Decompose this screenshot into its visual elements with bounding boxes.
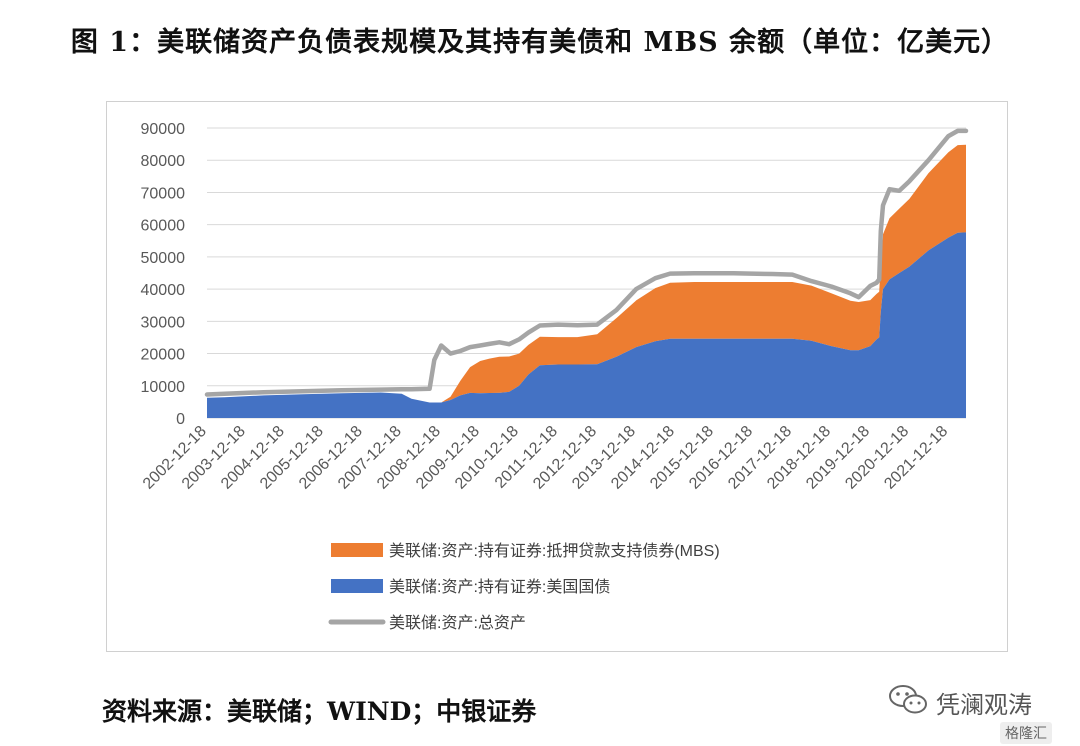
legend-label: 美联储:资产:持有证券:抵押贷款支持债券(MBS) <box>389 542 720 560</box>
y-tick-label: 10000 <box>141 379 186 396</box>
y-tick-label: 20000 <box>141 347 186 364</box>
watermark: 凭澜观涛 格隆汇 <box>888 682 1078 744</box>
wechat-icon <box>889 685 927 714</box>
y-tick-label: 0 <box>176 411 185 428</box>
source-note: 资料来源：美联储；WIND；中银证券 <box>102 697 537 726</box>
series-mbs-area <box>207 144 966 403</box>
y-tick-label: 40000 <box>141 282 186 299</box>
y-tick-label: 50000 <box>141 250 186 267</box>
x-axis-labels: 2002-12-182003-12-182004-12-182005-12-18… <box>140 423 951 493</box>
y-tick-label: 90000 <box>141 121 186 138</box>
chart-svg: 0 10000 20000 30000 40000 50000 60000 70000 8000… <box>140 121 969 632</box>
watermark-brand: 凭澜观涛 <box>936 691 1032 719</box>
legend: 美联储:资产:持有证券:抵押贷款支持债券(MBS) 美联储:资产:持有证券:美国国… <box>328 542 720 632</box>
chart-series <box>204 128 969 418</box>
series-treasury-area <box>207 232 966 418</box>
legend-label: 美联储:资产:总资产 <box>389 614 526 632</box>
legend-label: 美联储:资产:持有证券:美国国债 <box>389 578 610 596</box>
y-axis-labels: 0 10000 20000 30000 40000 50000 60000 70000 8000… <box>141 121 186 428</box>
y-tick-label: 30000 <box>141 314 186 331</box>
chart-title: 图 1：美联储资产负债表规模及其持有美债和 MBS 余额（单位：亿美元） <box>70 27 1010 58</box>
y-tick-label: 70000 <box>141 185 186 202</box>
legend-swatch <box>331 543 383 557</box>
y-tick-label: 60000 <box>141 218 186 235</box>
chart-area: 0 10000 20000 30000 40000 50000 60000 70000 8000… <box>106 101 1008 652</box>
watermark-badge: 格隆汇 <box>1000 722 1052 744</box>
series-total-line <box>204 128 969 397</box>
y-tick-label: 80000 <box>141 153 186 170</box>
legend-swatch <box>331 579 383 593</box>
gridlines <box>207 127 966 419</box>
